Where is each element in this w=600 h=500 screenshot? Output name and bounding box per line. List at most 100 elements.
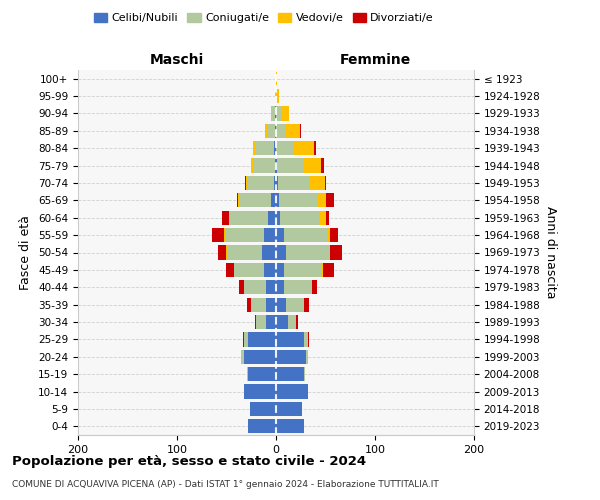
Bar [245,176,247,190]
Bar [306,350,308,364]
Bar [253,158,275,172]
Y-axis label: Anni di nascita: Anni di nascita [544,206,557,298]
Bar [244,384,276,398]
Bar [247,176,248,190]
Bar [226,263,235,277]
Bar [244,350,276,364]
Bar [276,246,286,260]
Bar [266,315,276,329]
Text: Maschi: Maschi [150,52,204,66]
Bar [276,280,284,294]
Bar [229,210,230,225]
Bar [275,89,276,103]
Bar [276,193,279,208]
Bar [253,141,256,156]
Bar [218,246,226,260]
Bar [304,332,308,346]
Bar [247,298,251,312]
Bar [275,106,276,120]
Bar [276,350,306,364]
Bar [276,141,294,156]
Bar [294,141,314,156]
Legend: Celibi/Nubili, Coniugati/e, Vedovi/e, Divorziati/e: Celibi/Nubili, Coniugati/e, Vedovi/e, Di… [89,8,439,28]
Bar [227,246,262,260]
Bar [272,106,275,120]
Bar [331,246,343,260]
Bar [267,124,275,138]
Bar [304,298,308,312]
Y-axis label: Fasce di età: Fasce di età [19,215,32,290]
Bar [311,280,317,294]
Bar [248,419,276,434]
Bar [322,263,323,277]
Bar [320,210,325,225]
Text: Femmine: Femmine [340,52,410,66]
Bar [266,280,276,294]
Bar [221,210,229,225]
Bar [248,176,274,190]
Bar [251,158,253,172]
Bar [264,228,276,242]
Bar [230,210,268,225]
Bar [276,332,304,346]
Bar [274,176,276,190]
Bar [331,228,338,242]
Bar [276,315,288,329]
Bar [279,193,317,208]
Bar [304,367,305,382]
Bar [271,193,276,208]
Bar [320,158,323,172]
Bar [284,263,322,277]
Bar [288,315,296,329]
Bar [284,228,328,242]
Bar [326,193,334,208]
Bar [286,298,304,312]
Bar [235,263,264,277]
Bar [276,72,277,86]
Bar [238,193,239,208]
Bar [276,419,304,434]
Bar [226,246,227,260]
Bar [276,402,302,416]
Bar [266,298,276,312]
Bar [303,158,320,172]
Bar [264,263,276,277]
Bar [251,298,266,312]
Bar [244,280,266,294]
Bar [276,158,277,172]
Bar [276,176,278,190]
Bar [300,124,301,138]
Bar [265,124,267,138]
Bar [275,124,276,138]
Bar [286,124,300,138]
Bar [325,176,326,190]
Bar [244,332,248,346]
Bar [314,141,316,156]
Bar [262,246,276,260]
Bar [239,280,244,294]
Bar [276,210,280,225]
Bar [325,210,329,225]
Text: COMUNE DI ACQUAVIVA PICENA (AP) - Dati ISTAT 1° gennaio 2024 - Elaborazione TUTT: COMUNE DI ACQUAVIVA PICENA (AP) - Dati I… [12,480,439,489]
Bar [278,176,310,190]
Bar [310,176,325,190]
Bar [271,106,272,120]
Bar [276,384,308,398]
Bar [274,141,276,156]
Bar [276,263,284,277]
Bar [250,402,276,416]
Bar [276,367,304,382]
Bar [286,246,329,260]
Bar [212,228,224,242]
Bar [224,228,264,242]
Bar [296,315,298,329]
Bar [276,228,284,242]
Bar [276,124,286,138]
Bar [276,298,286,312]
Bar [248,332,276,346]
Bar [239,193,271,208]
Bar [256,141,274,156]
Bar [248,367,276,382]
Bar [284,280,311,294]
Bar [268,210,276,225]
